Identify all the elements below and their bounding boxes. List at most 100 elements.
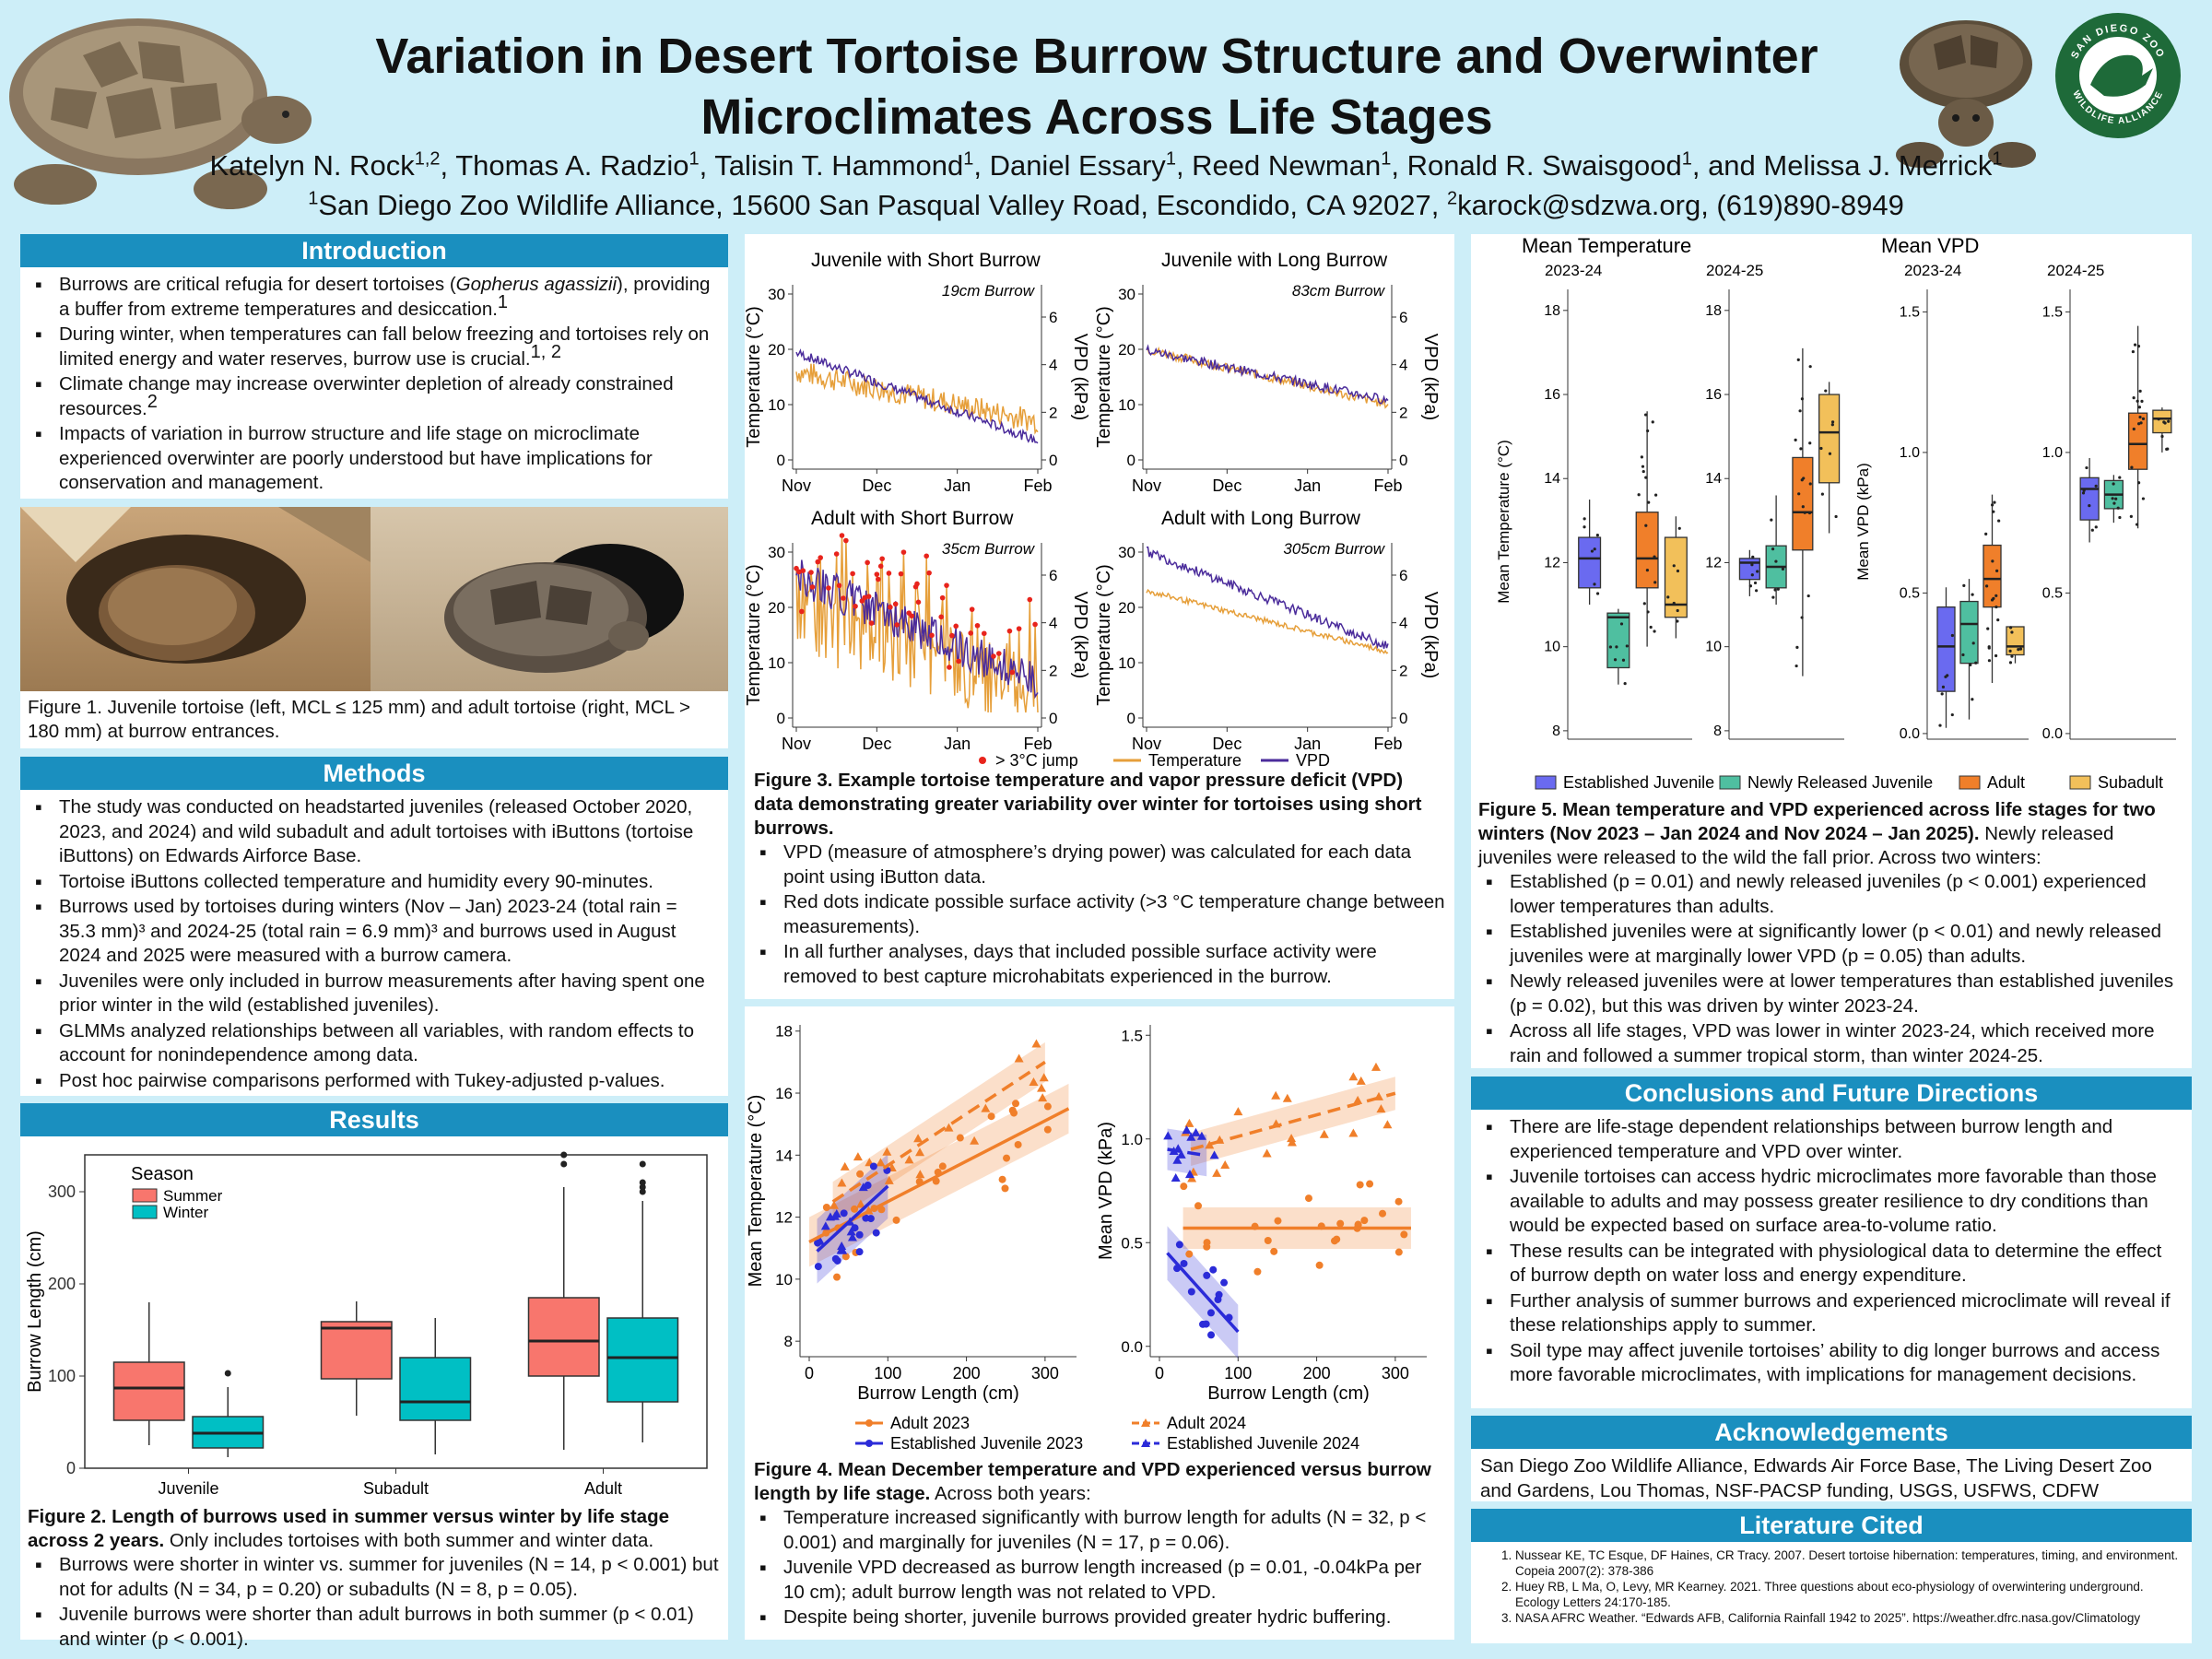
- fig4-fit-adult-2024: [831, 1060, 1046, 1204]
- fig5-point: [1770, 518, 1773, 522]
- figure3-caption-bold: Figure 3. Example tortoise temperature a…: [754, 770, 1422, 839]
- fig4-point: [840, 1209, 848, 1218]
- fig3-jump-point: [926, 570, 932, 576]
- fig3-jump-point: [1009, 669, 1016, 676]
- fig5-point: [2139, 421, 2143, 425]
- fig5-point: [1641, 469, 1645, 474]
- fig4-xtick-label: 300: [1382, 1364, 1409, 1382]
- fig4-point: [1206, 1309, 1215, 1317]
- fig5-point: [1969, 663, 1972, 666]
- conclusions-bullet-1: There are life-stage dependent relations…: [1480, 1115, 2183, 1164]
- conclusions-bullet-2: Juvenile tortoises can access hydric mic…: [1480, 1165, 2183, 1239]
- fig4-point: [1175, 1241, 1183, 1249]
- fig5-point: [1803, 511, 1806, 514]
- fig5-point: [1808, 365, 1812, 369]
- title-line-1: Variation in Desert Tortoise Burrow Stru…: [375, 29, 1818, 84]
- fig5-point: [1748, 584, 1753, 588]
- fig4-point: [1287, 1134, 1297, 1143]
- fig5-legend-key: [1535, 775, 1557, 790]
- fig3-ytick-right-label: 0: [1049, 452, 1057, 469]
- fig5-point: [1640, 455, 1643, 459]
- fig5-point: [1797, 492, 1801, 496]
- fig3-panel-2: Juvenile with Long Burrow 83cm Burrow 0 10 2…: [1094, 250, 1441, 495]
- fig4-point: [884, 1175, 894, 1184]
- fig3-jump-point: [879, 556, 885, 562]
- fig5-point: [1781, 567, 1785, 571]
- fig5-ytick-label: 16: [1544, 387, 1560, 403]
- conclusions-bullet-4: Further analysis of summer burrows and e…: [1480, 1289, 2183, 1338]
- fig5-ytick-label: 1.5: [2042, 304, 2063, 320]
- fig4-point: [1394, 1197, 1403, 1206]
- fig3-jump-point: [1032, 621, 1038, 628]
- fig4-point: [837, 1178, 847, 1187]
- fig5-point: [1653, 555, 1656, 559]
- fig3-jump-point: [1027, 596, 1033, 603]
- box: [1936, 606, 1956, 692]
- fig2-box-juvenile-summer: [112, 1302, 185, 1445]
- literature-list: Nussear KE, TC Esque, DF Haines, CR Trac…: [1480, 1547, 2183, 1626]
- fig4-point: [855, 1230, 864, 1239]
- fig5-legend-key: [1719, 775, 1741, 790]
- fig4-point: [915, 1170, 925, 1179]
- author-affiliation: 1: [1681, 148, 1692, 170]
- fig5-point: [1613, 658, 1618, 662]
- fig3-xtick-label: Nov: [782, 735, 811, 753]
- fig4-point: [904, 1155, 914, 1164]
- fig4-point: [1205, 1140, 1215, 1149]
- fig5-panel-2023-24: 2023-24 8 10 12 14 16 18: [1544, 262, 1692, 740]
- fig5-box: [1664, 516, 1688, 639]
- fig4-ytick-label: 8: [784, 1333, 793, 1350]
- fig4-point: [1394, 1248, 1403, 1256]
- fig2-legend-key: [132, 1205, 158, 1219]
- fig4-point: [1304, 1194, 1312, 1203]
- tortoise-photo-left: [9, 18, 312, 209]
- fig4-point: [892, 1216, 900, 1224]
- fig5-point: [1806, 594, 1810, 598]
- fig5-point: [1990, 503, 1994, 507]
- fig3-xtick-label: Jan: [944, 477, 971, 495]
- fig4-point: [1379, 1209, 1387, 1218]
- methods-heading: Methods: [20, 757, 728, 790]
- fig4-point: [944, 1123, 954, 1132]
- methods-bullet-4: Juveniles were only included in burrow m…: [29, 970, 719, 1018]
- fig5-point: [1593, 547, 1596, 551]
- fig3-jump-point: [862, 594, 868, 601]
- fig4-point: [1203, 1271, 1211, 1279]
- fig4-point: [1176, 1149, 1186, 1159]
- fig3-jump-point: [888, 604, 893, 610]
- fig5-point: [1676, 608, 1679, 613]
- fig2-ytick-label: 300: [48, 1182, 76, 1201]
- fig5-panel-2024-25: 2024-25 8 10 12 14 16 18: [1705, 262, 1844, 740]
- figure5-bullet-3: Newly released juveniles were at lower t…: [1480, 970, 2183, 1018]
- box: [112, 1361, 185, 1421]
- results-bullets: Burrows were shorter in winter vs. summe…: [29, 1553, 719, 1652]
- outlier: [560, 1151, 568, 1159]
- fig4-point: [1348, 1072, 1359, 1081]
- methods-bullet-6: Post hoc pairwise comparisons performed …: [29, 1069, 719, 1094]
- fig2-box-juvenile-winter: [192, 1370, 265, 1457]
- fig4-point: [1333, 1235, 1341, 1243]
- outlier: [639, 1179, 646, 1186]
- fig3-jump-point: [909, 613, 914, 619]
- fig5-ytick-label: 0.5: [2042, 585, 2063, 601]
- fig5-point: [1941, 685, 1946, 688]
- fig5-ytick-label: 1.0: [1900, 445, 1920, 461]
- methods-panel: Methods The study was conducted on heads…: [20, 757, 728, 1096]
- fig3-xtick-label: Dec: [862, 735, 891, 753]
- fig4-point: [1163, 1131, 1173, 1140]
- figure4-bullet-1: Temperature increased significantly with…: [754, 1506, 1445, 1555]
- fig5-point: [2116, 506, 2120, 510]
- fig5-box: [1606, 608, 1630, 686]
- fig5-point: [1646, 429, 1650, 433]
- fig5-point: [1990, 598, 1994, 602]
- fig5-point: [1993, 500, 1996, 504]
- fig3-ylabel-right: VPD (kPa): [1420, 334, 1441, 420]
- fig4-point: [1319, 1129, 1329, 1138]
- box: [527, 1297, 600, 1377]
- outlier: [639, 1183, 646, 1191]
- fig4-point: [1356, 1181, 1364, 1189]
- fig3-jump-point: [875, 576, 881, 582]
- fig4-xtick-label: 100: [1224, 1364, 1252, 1382]
- acknowledgements-text: San Diego Zoo Wildlife Alliance, Edwards…: [1480, 1455, 2152, 1501]
- fig5-point: [2136, 345, 2141, 348]
